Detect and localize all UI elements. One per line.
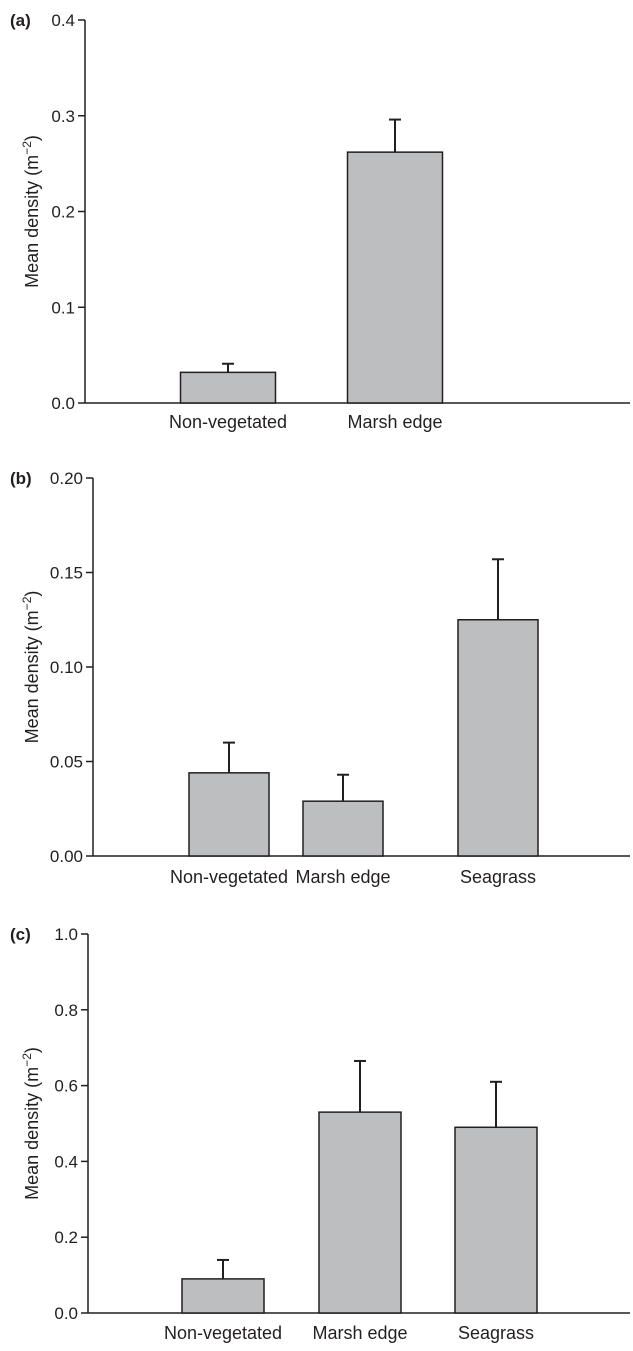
panel-b-bar-2 — [457, 619, 539, 857]
panel-b-y-tick-label: 0.10 — [50, 658, 83, 677]
panel-c-bar-2 — [454, 1126, 538, 1314]
panel-a-y-tick-label: 0.4 — [51, 11, 75, 30]
panel-a-bar-0 — [179, 371, 277, 404]
panel-a-category-label: Marsh edge — [347, 412, 442, 432]
panel-a-y-tick-label: 0.2 — [51, 203, 75, 222]
panel-b-bar-1 — [302, 800, 384, 857]
panel-c-category-label: Marsh edge — [312, 1323, 407, 1343]
panel-c-y-axis-title: Mean density (m−2) — [20, 1047, 42, 1200]
panel-c-label: (c) — [10, 925, 31, 944]
panel-a-bar-1 — [346, 151, 444, 404]
panel-c-y-tick-label: 1.0 — [54, 925, 78, 944]
panel-c-category-label: Non-vegetated — [164, 1323, 282, 1343]
panel-a-y-axis-title: Mean density (m−2) — [20, 135, 42, 288]
panel-a-y-tick-label: 0.1 — [51, 298, 75, 317]
y-axis-title-close: ) — [22, 135, 42, 141]
panel-a-label: (a) — [10, 11, 31, 30]
panel-c-category-label: Seagrass — [458, 1323, 534, 1343]
y-axis-title-text: Mean density (m — [22, 155, 42, 288]
y-axis-title-superscript: −2 — [20, 141, 34, 155]
panel-c-bar-0 — [181, 1278, 265, 1314]
panel-b-y-tick-label: 0.05 — [50, 753, 83, 772]
panel-c-bar-1 — [318, 1111, 402, 1314]
panel-b-y-tick-label: 0.15 — [50, 564, 83, 583]
panel-a-y-tick-label: 0.3 — [51, 107, 75, 126]
panel-c-y-tick-label: 0.4 — [54, 1152, 78, 1171]
panel-a-y-tick-label: 0.0 — [51, 394, 75, 413]
panel-a-category-label: Non-vegetated — [169, 412, 287, 432]
panel-c-y-tick-label: 0.6 — [54, 1077, 78, 1096]
panel-b-bar-0 — [188, 772, 270, 857]
panel-c-y-tick-label: 0.8 — [54, 1001, 78, 1020]
y-axis-title-close: ) — [22, 1047, 42, 1053]
y-axis-title-text: Mean density (m — [22, 610, 42, 743]
y-axis-title-close: ) — [22, 591, 42, 597]
y-axis-title-superscript: −2 — [20, 596, 34, 610]
panel-c-y-tick-label: 0.0 — [54, 1304, 78, 1323]
panel-b-category-label: Non-vegetated — [170, 867, 288, 887]
panel-b-y-tick-label: 0.00 — [50, 847, 83, 866]
panel-b-y-axis-title: Mean density (m−2) — [20, 591, 42, 744]
y-axis-title-superscript: −2 — [20, 1053, 34, 1067]
panel-b-category-label: Marsh edge — [295, 867, 390, 887]
panel-b-label: (b) — [10, 469, 32, 488]
panel-c-y-tick-label: 0.2 — [54, 1228, 78, 1247]
panel-b-category-label: Seagrass — [460, 867, 536, 887]
y-axis-title-text: Mean density (m — [22, 1067, 42, 1200]
panel-b-y-tick-label: 0.20 — [50, 469, 83, 488]
